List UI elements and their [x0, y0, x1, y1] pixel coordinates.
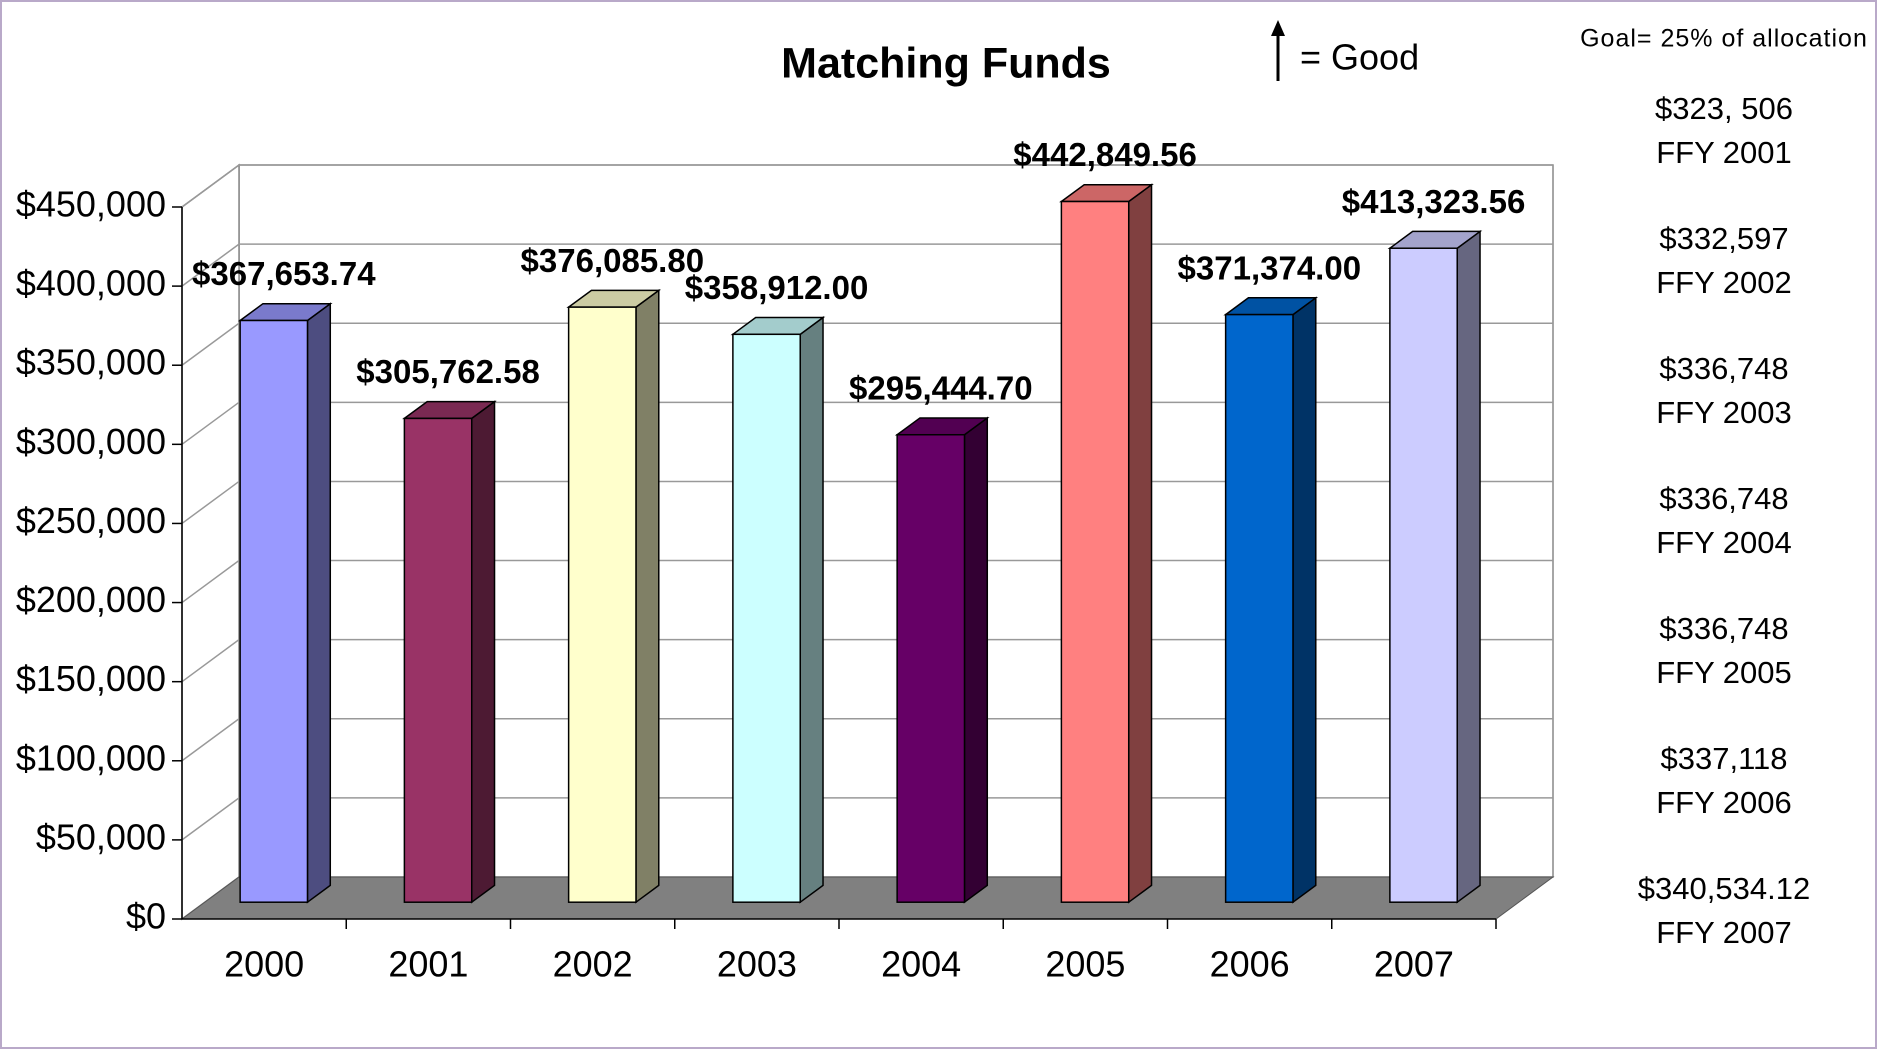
bar: [1224, 313, 1294, 903]
side-note-amount: $337,118: [1661, 741, 1788, 776]
side-note-label: FFY 2003: [1656, 395, 1792, 430]
bar-side: [635, 288, 660, 904]
side-note-amount: $336,748: [1659, 351, 1788, 386]
x-tick-label: 2000: [224, 944, 304, 985]
y-tick-label: $100,000: [16, 737, 166, 778]
bar-side: [799, 316, 824, 904]
bar: [1060, 200, 1130, 903]
side-note-label: FFY 2006: [1656, 785, 1792, 820]
x-tick-label: 2001: [388, 944, 468, 985]
floor: [180, 876, 1555, 920]
bar: [732, 333, 801, 903]
y-tick-label: $50,000: [36, 816, 166, 857]
value-label: $371,374.00: [1178, 249, 1362, 286]
bar: [567, 306, 637, 903]
up-arrow-head: [1271, 20, 1285, 36]
x-tick-label: 2006: [1210, 944, 1290, 985]
bar-side: [1456, 229, 1481, 904]
bar-side: [470, 400, 496, 904]
bar-side: [1127, 183, 1153, 904]
side-note-amount: $340,534.12: [1638, 871, 1810, 906]
side-note-amount: $336,748: [1659, 481, 1788, 516]
x-tick-label: 2002: [553, 944, 633, 985]
side-note-label: FFY 2005: [1656, 655, 1792, 690]
y-tick-label: $300,000: [16, 421, 166, 462]
y-tick-label: $0: [126, 896, 166, 937]
value-label: $295,444.70: [849, 369, 1033, 406]
value-label: $376,085.80: [521, 242, 705, 279]
y-tick-label: $400,000: [16, 263, 166, 304]
value-label: $442,849.56: [1013, 136, 1197, 173]
bar: [403, 417, 473, 903]
side-note-label: FFY 2007: [1656, 915, 1792, 950]
chart-title: Matching Funds: [781, 39, 1111, 87]
y-tick-label: $200,000: [16, 579, 166, 620]
x-tick-label: 2005: [1045, 944, 1125, 985]
side-note-label: FFY 2001: [1656, 135, 1792, 170]
side-note-label: FFY 2004: [1656, 525, 1792, 560]
bar: [896, 433, 966, 903]
bar: [1389, 247, 1458, 903]
value-label: $305,762.58: [356, 353, 540, 390]
annotation: = Good: [1300, 37, 1419, 78]
side-note-amount: $323, 506: [1655, 91, 1793, 126]
side-note-label: FFY 2002: [1656, 265, 1792, 300]
value-label: $413,323.56: [1342, 183, 1526, 220]
grid-line: [181, 164, 1553, 208]
x-tick-label: 2007: [1374, 944, 1454, 985]
side-note-amount: $332,597: [1659, 221, 1788, 256]
x-tick-label: 2003: [717, 944, 797, 985]
value-label: $367,653.74: [192, 255, 376, 292]
x-tick-label: 2004: [881, 944, 961, 985]
y-tick-label: $250,000: [16, 500, 166, 541]
bar-side: [1292, 296, 1317, 904]
goal-note: Goal= 25% of allocation: [1580, 25, 1868, 53]
y-tick-label: $450,000: [16, 184, 166, 225]
y-tick-label: $150,000: [16, 658, 166, 699]
y-tick-label: $350,000: [16, 342, 166, 383]
side-note-amount: $336,748: [1659, 611, 1788, 646]
bar-side: [306, 302, 332, 904]
bar-side: [963, 416, 989, 904]
value-label: $358,912.00: [685, 269, 869, 306]
bar: [239, 319, 309, 903]
